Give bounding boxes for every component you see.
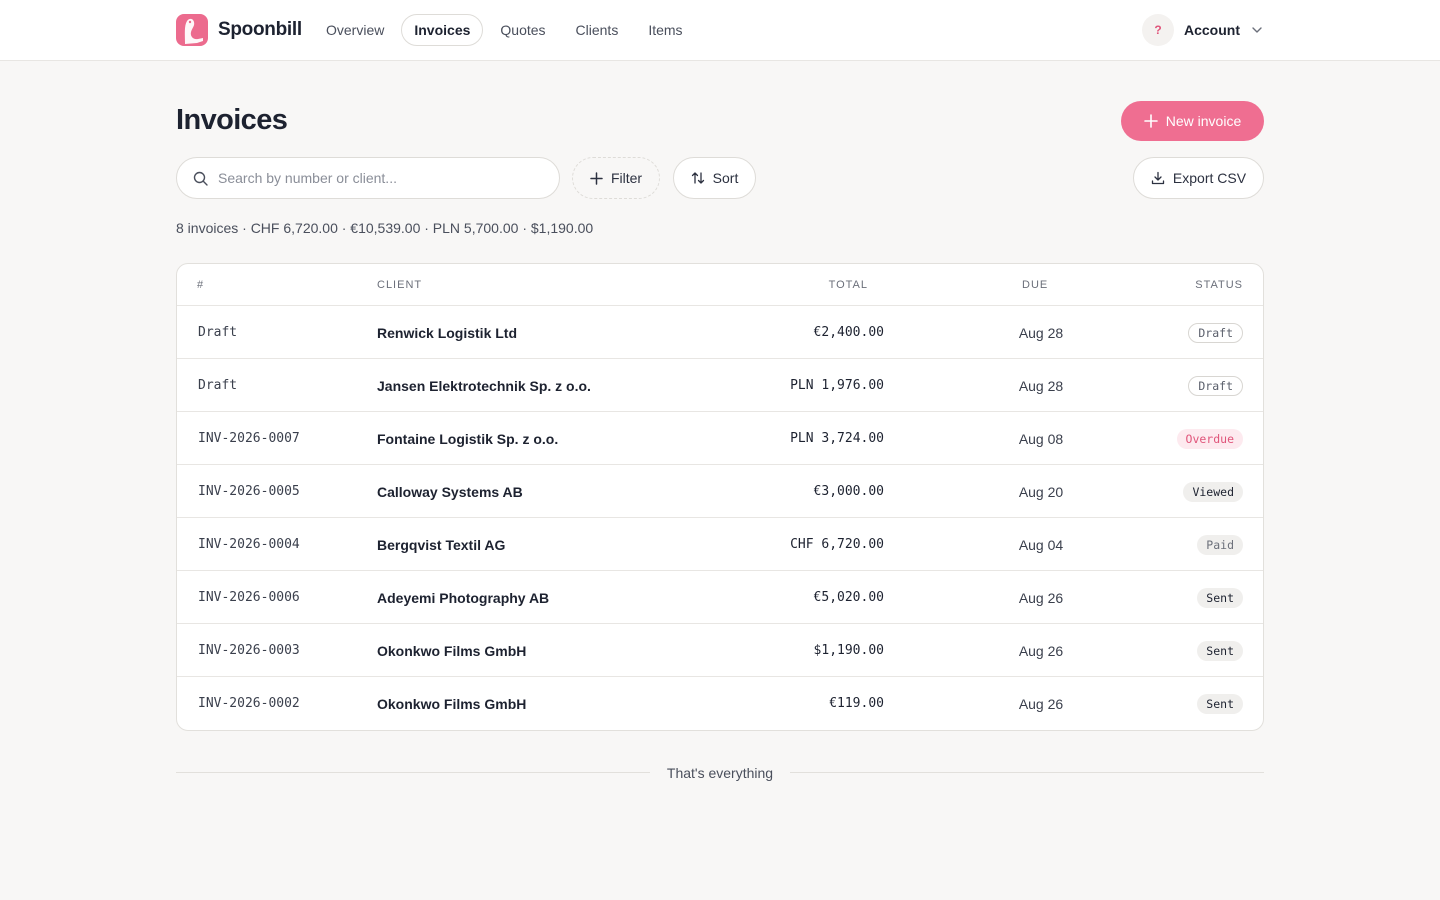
status-badge: Overdue [1176,428,1243,449]
invoice-due-date: Aug 26 [1018,642,1064,659]
invoice-status: Sent [1197,571,1243,624]
invoice-total: €2,400.00 [813,325,884,340]
page-title: Invoices [176,104,288,136]
sort-label: Sort [712,170,739,186]
invoice-status: Draft [1188,359,1243,412]
sort-icon [691,172,704,184]
invoice-due-date: Aug 08 [1018,430,1064,447]
invoice-due-date: Aug 28 [1018,324,1064,341]
invoice-status: Overdue [1176,412,1243,465]
plus-icon [1143,114,1158,128]
new-invoice-label: New invoice [1165,113,1242,129]
header-status[interactable]: STATUS [1195,279,1243,291]
table-row[interactable]: INV-2026-0007 Fontaine Logistik Sp. z o.o… [177,412,1263,465]
nav-overview[interactable]: Overview [326,22,385,38]
invoice-client: Okonkwo Films GmbH [377,642,527,659]
download-icon [1151,171,1165,185]
nav-quotes[interactable]: Quotes [500,22,546,38]
filter-label: Filter [610,170,643,186]
invoice-status: Sent [1197,624,1243,677]
account-label: Account [1184,22,1240,38]
nav-invoices[interactable]: Invoices [401,14,484,46]
invoice-due-date: Aug 28 [1018,377,1064,394]
status-badge: Draft [1188,375,1243,396]
invoice-total: CHF 6,720.00 [790,537,884,552]
invoice-client: Adeyemi Photography AB [377,589,550,606]
avatar: ? [1142,14,1174,46]
search-input[interactable] [218,170,538,186]
table-row[interactable]: INV-2026-0005 Calloway Systems AB €3,000.0… [177,465,1263,518]
export-csv-label: Export CSV [1172,170,1247,186]
end-divider-left [176,772,650,773]
invoice-number: INV-2026-0006 [198,590,300,605]
invoice-total: PLN 1,976.00 [790,378,884,393]
invoice-client: Renwick Logistik Ltd [377,324,518,341]
filter-button[interactable]: Filter [572,157,660,199]
status-badge: Draft [1188,322,1243,343]
invoice-client: Jansen Elektrotechnik Sp. z o.o. [377,377,591,394]
new-invoice-button[interactable]: New invoice [1121,101,1264,141]
app-name: Spoonbill [218,19,302,40]
invoice-status: Paid [1197,518,1243,571]
end-divider-right [790,772,1264,773]
invoice-client: Fontaine Logistik Sp. z o.o. [377,430,559,447]
invoice-summary: 8 invoices · CHF 6,720.00 · €10,539.00 ·… [176,220,594,236]
export-csv-button[interactable]: Export CSV [1133,157,1264,199]
table-row[interactable]: Draft Jansen Elektrotechnik Sp. z o.o. PLN… [177,359,1263,412]
invoice-due-date: Aug 26 [1018,695,1064,712]
account-menu[interactable]: ? Account [1142,14,1264,46]
table-row[interactable]: INV-2026-0002 Okonkwo Films GmbH €119.00 Au… [177,677,1263,730]
header-due[interactable]: DUE [1022,279,1049,291]
invoice-total: $1,190.00 [813,643,884,658]
spoonbill-logo-icon [176,14,208,46]
header-total[interactable]: TOTAL [828,279,868,291]
invoice-due-date: Aug 04 [1018,536,1064,553]
invoice-status: Draft [1188,306,1243,359]
invoices-table: # CLIENT TOTAL DUE STATUS Draft Renwick L… [176,263,1264,731]
invoice-number: INV-2026-0007 [198,431,300,446]
header-client[interactable]: CLIENT [377,279,423,291]
top-bar: Spoonbill Overview Invoices Quotes Clien… [0,0,1440,61]
table-row[interactable]: INV-2026-0004 Bergqvist Textil AG CHF 6,72… [177,518,1263,571]
search-box[interactable] [176,157,560,199]
sort-button[interactable]: Sort [673,157,756,199]
chevron-down-icon [1252,27,1262,33]
invoice-number: Draft [198,378,238,393]
invoice-number: INV-2026-0005 [198,484,300,499]
header-number[interactable]: # [197,279,205,291]
status-badge: Sent [1197,693,1243,714]
invoice-number: INV-2026-0002 [198,696,300,711]
invoice-due-date: Aug 20 [1018,483,1064,500]
table-row[interactable]: INV-2026-0006 Adeyemi Photography AB €5,02… [177,571,1263,624]
end-of-list-text: That's everything [666,765,774,781]
invoice-status: Sent [1197,677,1243,730]
plus-icon [590,171,603,185]
app-logo[interactable]: Spoonbill [176,14,302,46]
invoice-total: €5,020.00 [813,590,884,605]
table-body: Draft Renwick Logistik Ltd €2,400.00 Aug 28… [177,306,1263,730]
invoice-client: Okonkwo Films GmbH [377,695,527,712]
table-row[interactable]: Draft Renwick Logistik Ltd €2,400.00 Aug 28… [177,306,1263,359]
table-row[interactable]: INV-2026-0003 Okonkwo Films GmbH $1,190.00… [177,624,1263,677]
invoice-number: Draft [198,325,238,340]
main-nav: Overview Invoices Quotes Clients Items [313,14,700,46]
invoice-status: Viewed [1183,465,1243,518]
invoice-client: Bergqvist Textil AG [377,536,506,553]
invoice-due-date: Aug 26 [1018,589,1064,606]
invoice-total: €3,000.00 [813,484,884,499]
nav-clients[interactable]: Clients [575,22,619,38]
status-badge: Viewed [1183,481,1243,502]
nav-items[interactable]: Items [648,22,683,38]
invoice-number: INV-2026-0003 [198,643,300,658]
table-header: # CLIENT TOTAL DUE STATUS [177,264,1263,306]
status-badge: Sent [1197,587,1243,608]
search-icon [193,171,208,186]
invoice-total: €119.00 [829,696,884,711]
invoice-client: Calloway Systems AB [377,483,523,500]
status-badge: Paid [1197,534,1243,555]
invoice-total: PLN 3,724.00 [790,431,884,446]
invoice-number: INV-2026-0004 [198,537,300,552]
status-badge: Sent [1197,640,1243,661]
